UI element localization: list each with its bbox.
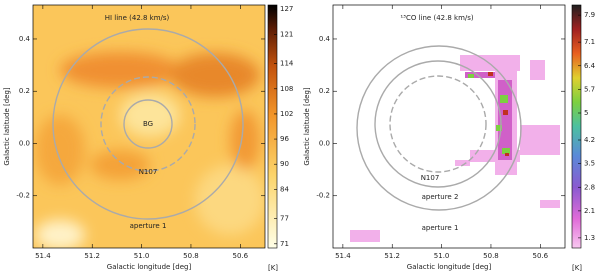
y-tick-label: 0.0 <box>319 139 330 147</box>
annotation: N107 <box>421 174 440 182</box>
x-tick-label: 50.8 <box>183 252 199 260</box>
co-map <box>333 5 565 248</box>
colorbar-frame <box>571 4 582 249</box>
plot-frame <box>32 4 266 249</box>
colorbar-tick-label: 102 <box>280 110 293 118</box>
colorbar-tick-label: 77 <box>280 215 289 223</box>
y-tick-label: -0.2 <box>316 192 330 200</box>
x-tick-label: 50.8 <box>483 252 499 260</box>
colorbar-tick-label: 4.2 <box>584 136 595 144</box>
x-tick-label: 51.4 <box>335 252 351 260</box>
y-axis-label: Galactic latitude [deg] <box>3 87 11 166</box>
colorbar-tick-label: 108 <box>280 85 293 93</box>
colorbar-tick-label: 71 <box>280 240 289 248</box>
colorbar-tick-label: 7.1 <box>584 38 595 46</box>
y-tick-label: -0.2 <box>16 192 30 200</box>
x-tick-label: 51.4 <box>35 252 51 260</box>
x-axis-label: Galactic longitude [deg] <box>407 263 492 271</box>
colorbar-tick-label: 114 <box>280 60 294 68</box>
x-tick-label: 51.2 <box>384 252 400 260</box>
chart-title: ¹³CO line (42.8 km/s) <box>400 14 474 22</box>
colorbar-label: [K] <box>268 264 278 272</box>
y-tick-label: 0.4 <box>319 35 331 43</box>
annotation: BG <box>143 120 153 128</box>
colorbar <box>572 5 581 248</box>
annotation: aperture 1 <box>130 222 167 230</box>
y-tick-label: 0.2 <box>19 87 30 95</box>
colorbar-tick-label: 5.7 <box>584 85 595 93</box>
colorbar-tick-label: 96 <box>280 135 289 143</box>
y-tick-label: 0.2 <box>319 87 330 95</box>
colorbar-tick-label: 6.4 <box>584 62 596 70</box>
y-axis-label: Galactic latitude [deg] <box>303 87 311 166</box>
colorbar-tick-label: 2.1 <box>584 207 595 215</box>
x-tick-label: 50.6 <box>233 252 249 260</box>
annotation: aperture 1 <box>422 224 459 232</box>
y-tick-label: 0.4 <box>19 35 31 43</box>
annotation: aperture 2 <box>422 193 459 201</box>
colorbar-tick-label: 3.5 <box>584 160 595 168</box>
x-axis-label: Galactic longitude [deg] <box>107 263 192 271</box>
colorbar-tick-label: 1.3 <box>584 234 595 242</box>
x-tick-label: 51.0 <box>134 252 150 260</box>
x-tick-label: 51.2 <box>84 252 100 260</box>
colorbar-tick-label: 2.8 <box>584 183 595 191</box>
x-tick-label: 50.6 <box>533 252 549 260</box>
x-tick-label: 51.0 <box>434 252 450 260</box>
colorbar <box>268 5 277 248</box>
colorbar-tick-label: 7.9 <box>584 11 595 19</box>
apertures <box>52 28 522 220</box>
annotation: N107 <box>139 168 158 176</box>
colorbar-label: [K] <box>572 264 582 272</box>
colorbar-tick-label: 5 <box>584 109 588 117</box>
colorbar-tick-label: 121 <box>280 30 293 38</box>
chart-title: HI line (42.8 km/s) <box>105 14 170 22</box>
y-tick-label: 0.0 <box>19 139 30 147</box>
colorbar-tick-label: 90 <box>280 160 289 168</box>
colorbar-frame <box>267 4 278 249</box>
plot-frame <box>332 4 566 249</box>
colorbar-tick-label: 84 <box>280 185 289 193</box>
colorbar-tick-label: 127 <box>280 5 293 13</box>
